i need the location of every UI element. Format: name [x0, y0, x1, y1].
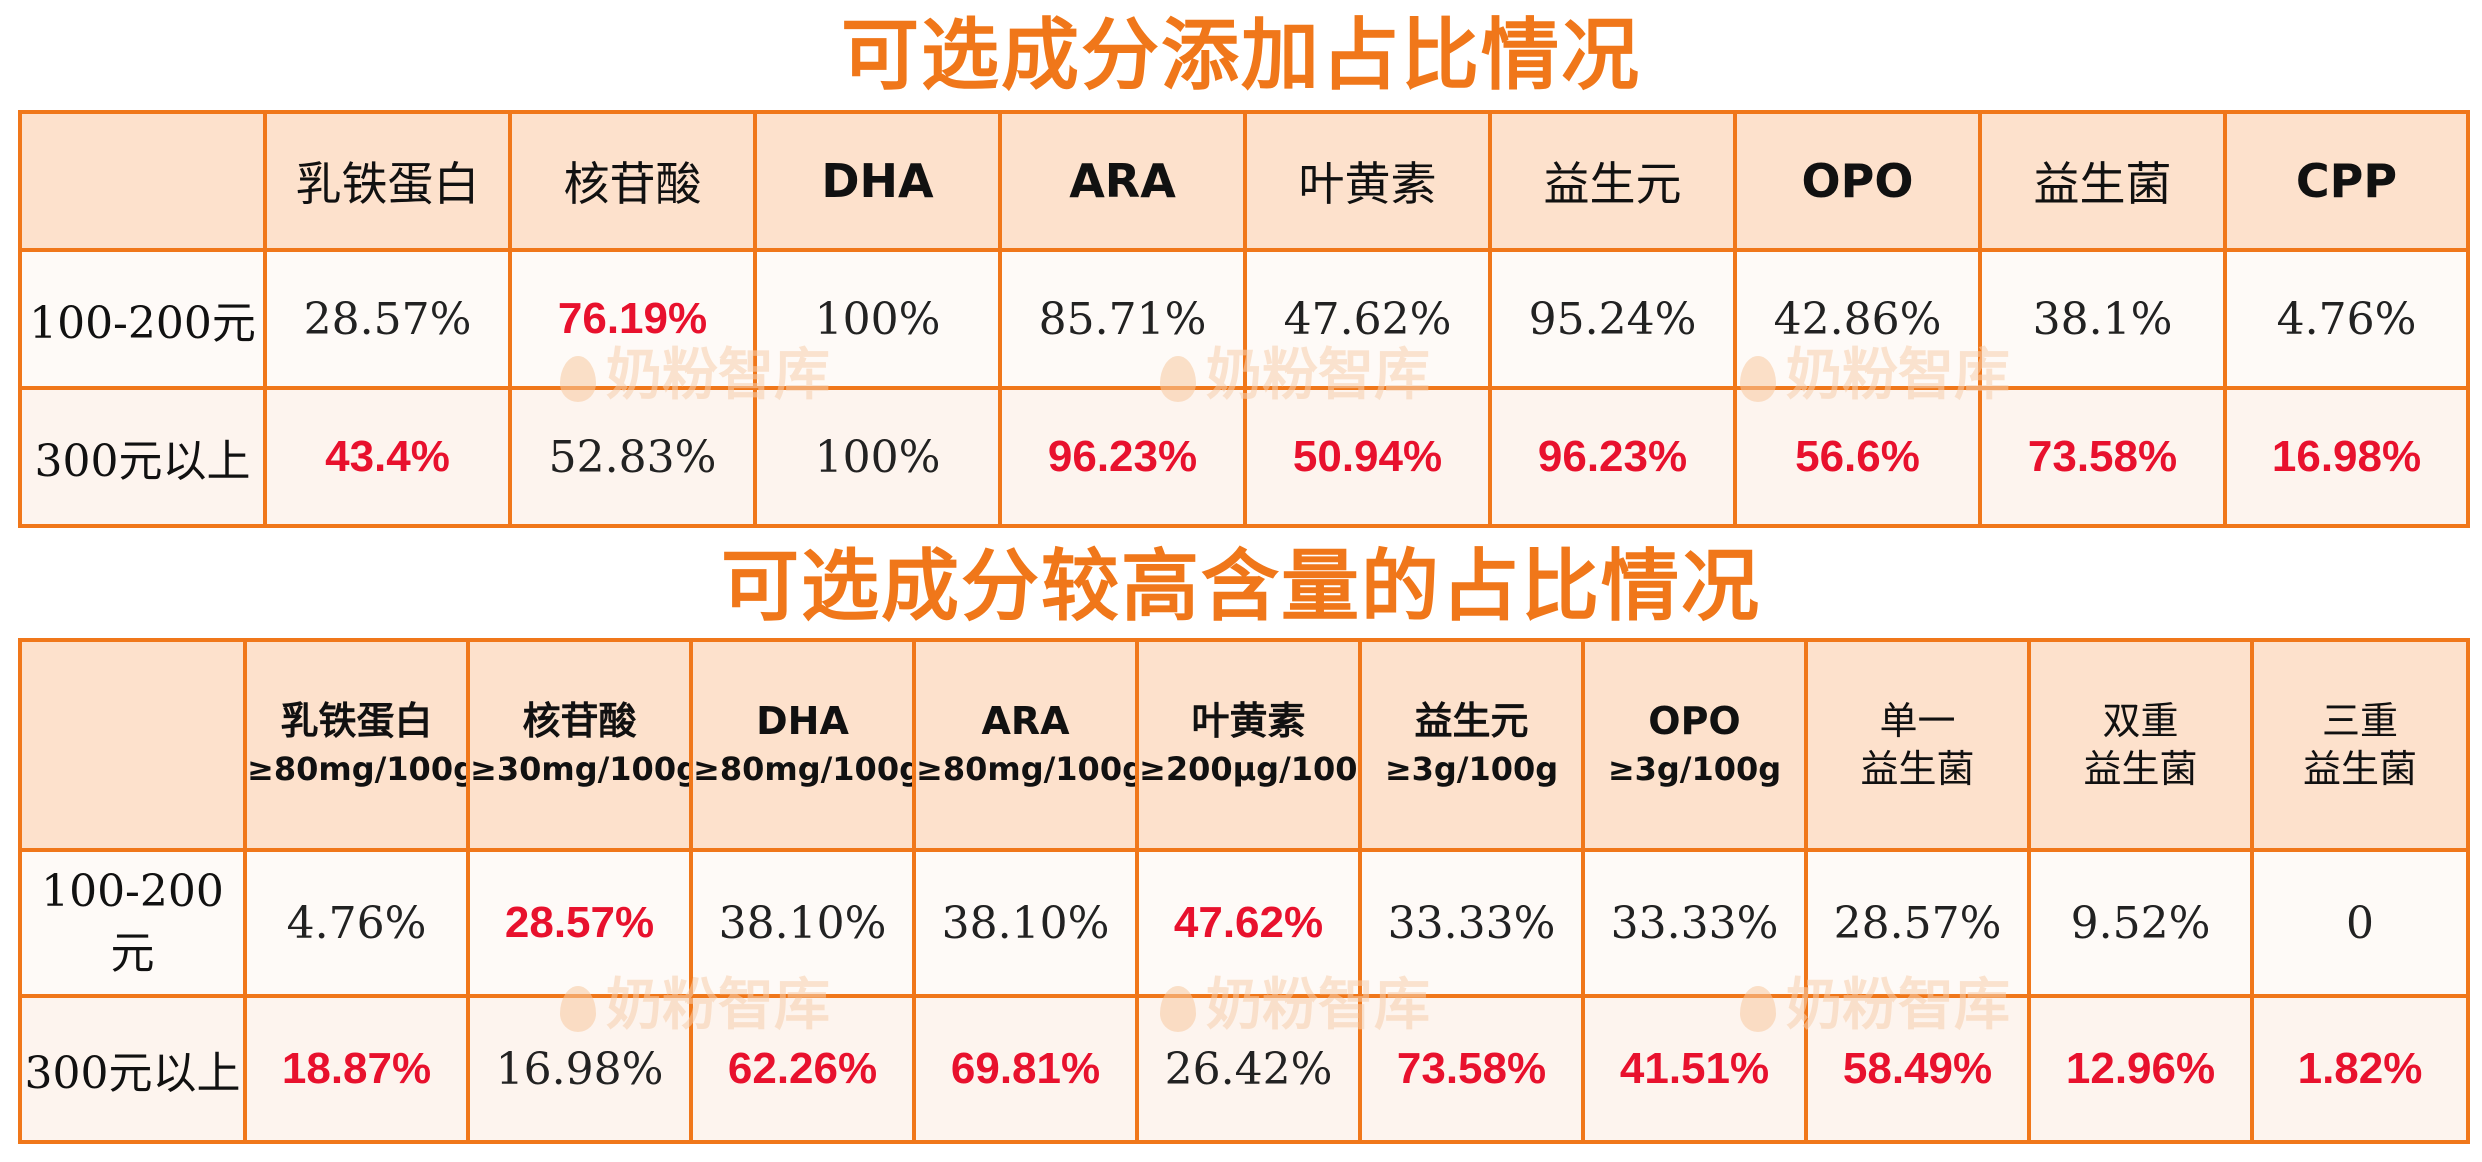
- header-line1: OPO: [1648, 699, 1741, 743]
- table-cell: 0: [2250, 848, 2470, 998]
- header-line2: ≥30mg/100g: [470, 750, 691, 788]
- table-cell: 42.86%: [1733, 248, 1982, 390]
- table-cell: 16.98%: [2223, 386, 2470, 528]
- table-cell: 85.71%: [998, 248, 1247, 390]
- table-cell: 41.51%: [1581, 994, 1808, 1144]
- table2-header-single-probiotic: 单一 益生菌: [1804, 638, 2031, 852]
- header-line1: 乳铁蛋白: [280, 699, 433, 743]
- header-line1: 单一: [1879, 699, 1956, 743]
- header-line2: ≥80mg/100g: [916, 750, 1137, 788]
- table-cell: 26.42%: [1135, 994, 1362, 1144]
- table2-header-lutein: 叶黄素 ≥200μg/100g: [1135, 638, 1362, 852]
- table-cell: 38.10%: [689, 848, 916, 998]
- table-cell: 95.24%: [1488, 248, 1737, 390]
- row-label: 100-200元: [18, 848, 247, 998]
- header-line2: 益生菌: [1860, 747, 1975, 791]
- header-line2: ≥3g/100g: [1607, 750, 1782, 788]
- table-cell: 43.4%: [263, 386, 512, 528]
- table-cell: 96.23%: [1488, 386, 1737, 528]
- table-cell: 16.98%: [466, 994, 693, 1144]
- table1-header-lactoferrin: 乳铁蛋白: [263, 110, 512, 252]
- header-line2: ≥3g/100g: [1384, 750, 1559, 788]
- header-line1: ARA: [981, 699, 1070, 743]
- table1-header-opo: OPO: [1733, 110, 1982, 252]
- header-line2: 益生菌: [2302, 747, 2417, 791]
- header-line2: ≥80mg/100g: [247, 750, 468, 788]
- table-row: 100-200元 4.76% 28.57% 38.10% 38.10% 47.6…: [18, 848, 2470, 998]
- table-cell: 38.10%: [912, 848, 1139, 998]
- row-label: 300元以上: [18, 994, 247, 1144]
- header-line2: 益生菌: [2083, 747, 2198, 791]
- table2-header-lactoferrin: 乳铁蛋白 ≥80mg/100g: [243, 638, 470, 852]
- table-cell: 73.58%: [1358, 994, 1585, 1144]
- table2-header-nucleotide: 核苷酸 ≥30mg/100g: [466, 638, 693, 852]
- table2-title: 可选成分较高含量的占比情况: [720, 542, 1761, 632]
- table1-header-nucleotide: 核苷酸: [508, 110, 757, 252]
- table-cell: 100%: [753, 386, 1002, 528]
- table-cell: 28.57%: [1804, 848, 2031, 998]
- table1-title: 可选成分添加占比情况: [840, 11, 1641, 101]
- table2-header-double-probiotic: 双重 益生菌: [2027, 638, 2254, 852]
- table-high-content-ingredients: 乳铁蛋白 ≥80mg/100g 核苷酸 ≥30mg/100g DHA ≥80mg/10…: [18, 638, 2470, 1144]
- table1-header-corner: [18, 110, 267, 252]
- header-line1: 叶黄素: [1191, 699, 1306, 743]
- table-cell: 73.58%: [1978, 386, 2227, 528]
- header-line1: 三重: [2321, 699, 2398, 743]
- table1-header-lutein: 叶黄素: [1243, 110, 1492, 252]
- table-cell: 28.57%: [466, 848, 693, 998]
- table-cell: 33.33%: [1358, 848, 1585, 998]
- table-cell: 4.76%: [2223, 248, 2470, 390]
- header-line1: DHA: [756, 699, 849, 743]
- table-cell: 50.94%: [1243, 386, 1492, 528]
- table2-header-row: 乳铁蛋白 ≥80mg/100g 核苷酸 ≥30mg/100g DHA ≥80mg/10…: [18, 638, 2470, 852]
- header-line1: 核苷酸: [522, 699, 637, 743]
- table1-header-ara: ARA: [998, 110, 1247, 252]
- table-row: 100-200元 28.57% 76.19% 100% 85.71% 47.62…: [18, 248, 2470, 390]
- table1-header-probiotic: 益生菌: [1978, 110, 2227, 252]
- row-label: 300元以上: [18, 386, 267, 528]
- header-line2: ≥80mg/100g: [693, 750, 914, 788]
- table-cell: 47.62%: [1243, 248, 1492, 390]
- table2-header-corner: [18, 638, 247, 852]
- table2-header-triple-probiotic: 三重 益生菌: [2250, 638, 2470, 852]
- table1-header-cpp: CPP: [2223, 110, 2470, 252]
- table-cell: 96.23%: [998, 386, 1247, 528]
- table-cell: 4.76%: [243, 848, 470, 998]
- table-cell: 1.82%: [2250, 994, 2470, 1144]
- table1-header-dha: DHA: [753, 110, 1002, 252]
- table-cell: 18.87%: [243, 994, 470, 1144]
- table1-header-prebiotic: 益生元: [1488, 110, 1737, 252]
- table-cell: 28.57%: [263, 248, 512, 390]
- table-cell: 47.62%: [1135, 848, 1362, 998]
- table-cell: 38.1%: [1978, 248, 2227, 390]
- table2-header-ara: ARA ≥80mg/100g: [912, 638, 1139, 852]
- header-line1: 双重: [2102, 699, 2179, 743]
- table2-header-opo: OPO ≥3g/100g: [1581, 638, 1808, 852]
- table-cell: 12.96%: [2027, 994, 2254, 1144]
- table-cell: 56.6%: [1733, 386, 1982, 528]
- table-cell: 52.83%: [508, 386, 757, 528]
- table-row: 300元以上 43.4% 52.83% 100% 96.23% 50.94% 9…: [18, 386, 2470, 528]
- table-cell: 76.19%: [508, 248, 757, 390]
- table1-header-row: 乳铁蛋白 核苷酸 DHA ARA 叶黄素 益生元 OPO 益生菌 CPP: [18, 110, 2470, 252]
- table-row: 300元以上 18.87% 16.98% 62.26% 69.81% 26.42…: [18, 994, 2470, 1144]
- header-line2: ≥200μg/100g: [1139, 750, 1360, 788]
- table-cell: 33.33%: [1581, 848, 1808, 998]
- table2-header-prebiotic: 益生元 ≥3g/100g: [1358, 638, 1585, 852]
- header-line1: 益生元: [1414, 699, 1529, 743]
- table-cell: 9.52%: [2027, 848, 2254, 998]
- table-cell: 58.49%: [1804, 994, 2031, 1144]
- row-label: 100-200元: [18, 248, 267, 390]
- table-optional-ingredients-added: 乳铁蛋白 核苷酸 DHA ARA 叶黄素 益生元 OPO 益生菌 CPP 100…: [18, 110, 2470, 528]
- table2-header-dha: DHA ≥80mg/100g: [689, 638, 916, 852]
- table-cell: 100%: [753, 248, 1002, 390]
- table-cell: 69.81%: [912, 994, 1139, 1144]
- table-cell: 62.26%: [689, 994, 916, 1144]
